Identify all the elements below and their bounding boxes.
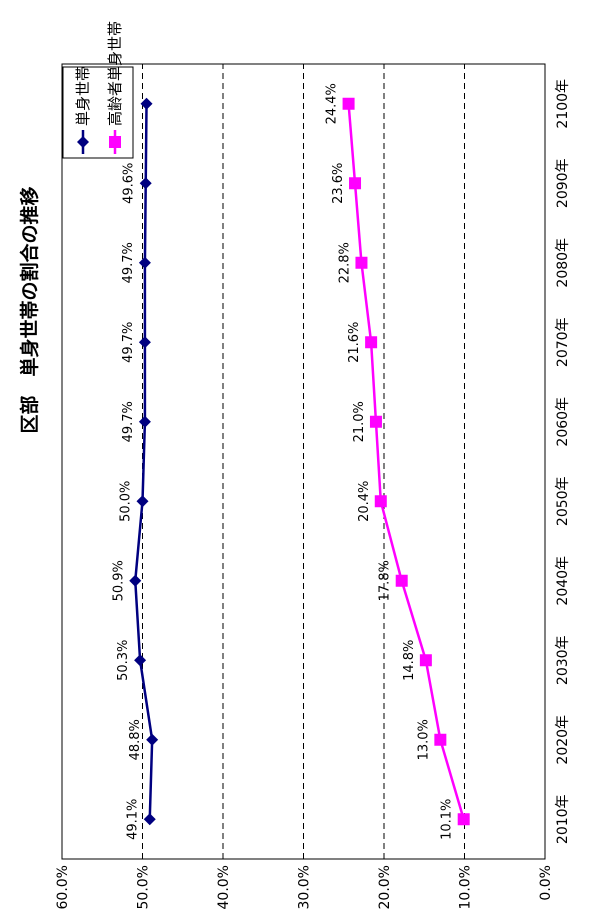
series-single-households: 49.1% 48.8% 50.3% 50.9% 50.0% 49.7% 49.7% 49.7%… [111,83,159,840]
legend-marker [77,136,89,148]
data-point [134,654,147,667]
x-tick-label: 2020年 [555,715,571,765]
data-point [138,336,151,349]
y-tick-label: 10.0% [458,865,474,909]
x-tick-label: 2040年 [555,556,571,606]
x-tick-label: 2090年 [555,158,571,208]
data-label: 14.8% [402,640,417,681]
y-tick-label: 60.0% [55,865,71,909]
data-label: 49.6% [122,163,137,204]
data-point [395,574,408,587]
legend: 単身世帯 高齢者単身世帯 [62,21,134,159]
data-point [369,415,382,428]
data-label: 48.8% [128,719,143,760]
data-point [138,415,151,428]
chart-title: 区部 単身世帯の割合の推移 [18,186,41,433]
y-tick-label: 20.0% [377,865,393,909]
data-point [355,256,368,269]
data-point [349,177,362,190]
series-line [134,103,154,820]
x-tick-label: 2080年 [555,238,571,288]
x-tick-label: 2010年 [555,794,571,844]
data-point [143,813,156,826]
y-tick-label: 50.0% [136,865,152,909]
data-label: 24.4% [325,83,340,124]
legend-label: 高齢者単身世帯 [106,21,124,126]
data-point [129,574,142,587]
data-point [374,495,387,508]
data-point [140,97,153,110]
legend-label: 単身世帯 [74,66,92,126]
x-tick-label: 2070年 [555,317,571,367]
series-elderly-single-households: 10.1% 13.0% 14.8% 17.8% 20.4% 21.0% 21.6% 22.8%… [325,83,470,840]
data-point [457,813,470,826]
x-tick-label: 2060年 [555,397,571,447]
data-label: 17.8% [378,560,393,601]
data-label: 49.7% [121,401,136,442]
data-point [342,97,355,110]
data-label: 50.9% [111,560,126,601]
data-point [365,336,378,349]
series-line [347,103,465,820]
data-label: 20.4% [357,481,372,522]
data-point [139,177,152,190]
data-point [146,733,159,746]
data-point [138,256,151,269]
data-label: 49.1% [126,799,141,840]
data-point [136,495,149,508]
data-label: 21.0% [352,401,367,442]
data-label: 21.6% [347,322,362,363]
data-label: 13.0% [416,719,431,760]
y-tick-label: 30.0% [297,865,313,909]
x-tick-label: 2030年 [555,635,571,685]
data-point [434,733,447,746]
data-label: 22.8% [337,242,352,283]
data-label: 49.7% [121,242,136,283]
y-tick-label: 40.0% [216,865,232,909]
x-tick-label: 2100年 [555,79,571,129]
data-label: 50.0% [119,481,134,522]
legend-marker [109,136,121,148]
data-point [419,654,432,667]
data-label: 50.3% [116,640,131,681]
data-label: 49.7% [121,322,136,363]
x-tick-label: 2050年 [555,476,571,526]
data-label: 23.6% [331,163,346,204]
y-tick-label: 0.0% [538,865,554,901]
data-label: 10.1% [440,799,455,840]
